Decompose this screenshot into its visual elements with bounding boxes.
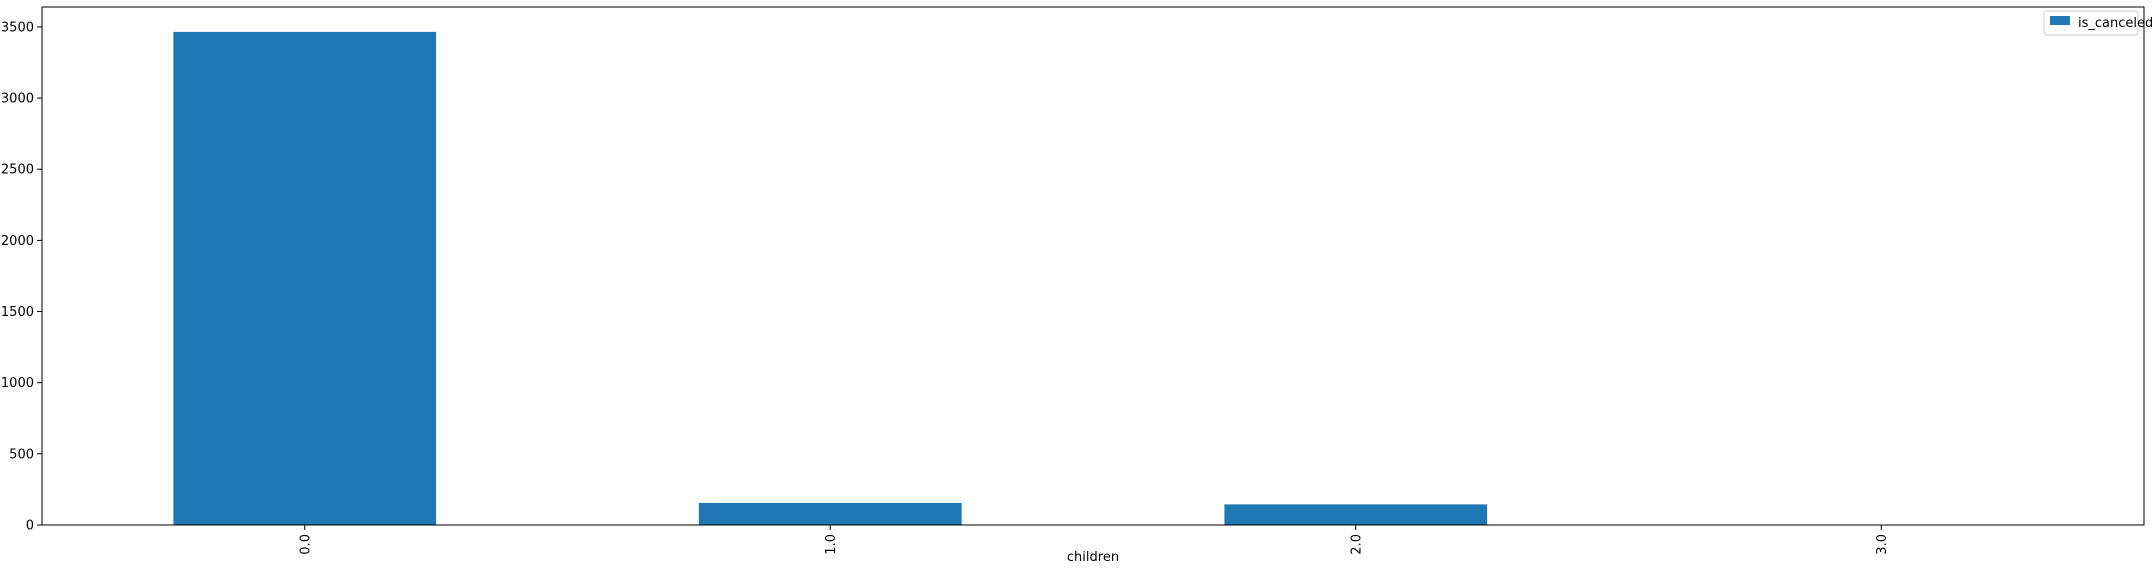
x-ticks: 0.0 1.0 2.0 3.0 (298, 525, 1890, 555)
x-tick-label: 2.0 (1349, 534, 1364, 555)
y-tick-label: 3500 (1, 20, 34, 35)
legend-label: is_canceled (2078, 16, 2152, 31)
bar-1.0 (698, 502, 962, 525)
legend-swatch (2050, 16, 2070, 25)
x-axis-label: children (1067, 550, 1119, 565)
bar-0.0 (173, 31, 437, 526)
bar-2.0 (1224, 504, 1488, 525)
y-tick-label: 1000 (1, 376, 34, 391)
x-tick-label: 3.0 (1875, 534, 1890, 555)
y-tick-label: 1500 (1, 305, 34, 320)
y-tick-label: 500 (9, 447, 34, 462)
y-tick-label: 0 (26, 519, 34, 534)
plot-frame (41, 6, 2145, 526)
bars-group (173, 31, 2013, 526)
y-tick-label: 2000 (1, 234, 34, 249)
y-tick-label: 3000 (1, 92, 34, 107)
legend: is_canceled (2043, 10, 2152, 36)
y-tick-label: 2500 (1, 163, 34, 178)
x-tick-label: 1.0 (824, 534, 839, 555)
y-ticks: 0 500 1000 1500 2000 2500 3000 3500 (1, 20, 42, 534)
x-tick-label: 0.0 (298, 534, 313, 555)
